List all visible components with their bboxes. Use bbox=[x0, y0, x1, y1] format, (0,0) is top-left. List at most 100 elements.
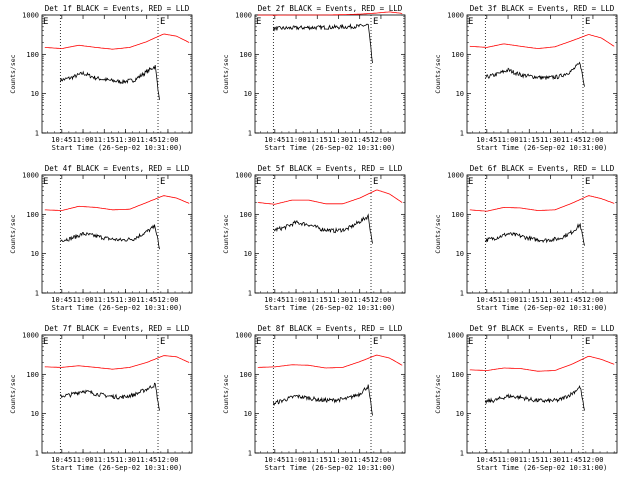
event-marker-label: E bbox=[585, 337, 590, 347]
x-axis-label: Start Time (26-Sep-02 10:31:00) bbox=[265, 464, 396, 472]
x-axis-label: Start Time (26-Sep-02 10:31:00) bbox=[52, 464, 183, 472]
x-tick-label: 11:00 bbox=[285, 296, 306, 304]
x-tick-label: 12:00 bbox=[157, 136, 178, 144]
y-tick-label: 1000 bbox=[447, 332, 464, 340]
panel-det-7: Det 7f BLACK = Events, RED = LLD 1 10 100 10… bbox=[9, 324, 193, 472]
x-tick-label: 11:30 bbox=[115, 456, 136, 464]
panel-det-5: Det 5f BLACK = Events, RED = LLD 1 10 100 10… bbox=[222, 164, 406, 312]
x-tick-label: 11:15 bbox=[94, 456, 115, 464]
event-marker-label: E bbox=[468, 17, 473, 27]
x-tick-label: 11:15 bbox=[519, 136, 540, 144]
plot-frame bbox=[41, 334, 193, 454]
x-tick-label: 11:30 bbox=[328, 456, 349, 464]
x-tick-label: 10:45 bbox=[264, 296, 285, 304]
y-tick-label: 10 bbox=[244, 410, 252, 418]
y-tick-label: 1000 bbox=[22, 332, 39, 340]
x-tick-label: 11:45 bbox=[136, 456, 157, 464]
x-tick-label: 10:45 bbox=[476, 456, 497, 464]
event-marker-label: E bbox=[43, 17, 48, 27]
plot-frame bbox=[466, 334, 618, 454]
panel-det-2: Det 2f BLACK = Events, RED = LLD 1 10 100 10… bbox=[222, 4, 406, 152]
y-tick-label: 1000 bbox=[235, 12, 252, 20]
event-marker-label: E bbox=[585, 17, 590, 27]
y-tick-label: 1 bbox=[460, 290, 464, 298]
y-axis-label: Counts/sec bbox=[9, 374, 17, 413]
event-marker-label: E bbox=[160, 177, 165, 187]
y-tick-label: 100 bbox=[451, 51, 464, 59]
x-tick-label: 12:00 bbox=[582, 456, 603, 464]
events-series-line bbox=[485, 385, 585, 411]
y-axis-label: Counts/sec bbox=[434, 54, 442, 93]
y-tick-label: 100 bbox=[26, 51, 39, 59]
y-tick-label: 1000 bbox=[447, 172, 464, 180]
x-tick-label: 11:15 bbox=[94, 136, 115, 144]
x-tick-label: 11:00 bbox=[285, 136, 306, 144]
y-tick-label: 10 bbox=[244, 90, 252, 98]
plot-frame bbox=[254, 334, 406, 454]
x-tick-label: 12:00 bbox=[370, 456, 391, 464]
y-tick-label: 100 bbox=[26, 211, 39, 219]
panel-title: Det 3f BLACK = Events, RED = LLD bbox=[470, 4, 615, 13]
y-axis-label: Counts/sec bbox=[434, 374, 442, 413]
event-marker-label: E bbox=[256, 17, 261, 27]
x-tick-label: 11:45 bbox=[561, 456, 582, 464]
y-axis-label: Counts/sec bbox=[9, 214, 17, 253]
x-tick-label: 12:00 bbox=[157, 296, 178, 304]
lld-series-line bbox=[44, 195, 190, 211]
lld-series-line bbox=[44, 355, 190, 370]
x-tick-label: 11:45 bbox=[349, 136, 370, 144]
x-tick-label: 11:15 bbox=[307, 456, 328, 464]
lld-series-line bbox=[469, 34, 615, 49]
x-tick-label: 11:00 bbox=[72, 456, 93, 464]
y-tick-label: 1 bbox=[460, 130, 464, 138]
event-marker-label: E bbox=[160, 337, 165, 347]
x-tick-label: 11:45 bbox=[349, 296, 370, 304]
panel-title: Det 6f BLACK = Events, RED = LLD bbox=[470, 164, 615, 173]
x-tick-label: 11:00 bbox=[497, 296, 518, 304]
x-tick-label: 11:30 bbox=[540, 296, 561, 304]
panel-title: Det 2f BLACK = Events, RED = LLD bbox=[258, 4, 403, 13]
y-tick-label: 1000 bbox=[22, 172, 39, 180]
x-axis-label: Start Time (26-Sep-02 10:31:00) bbox=[265, 144, 396, 152]
lld-series-line bbox=[469, 355, 615, 372]
x-tick-label: 11:30 bbox=[540, 136, 561, 144]
x-tick-label: 10:45 bbox=[51, 296, 72, 304]
y-tick-label: 100 bbox=[239, 211, 252, 219]
x-tick-label: 11:45 bbox=[561, 296, 582, 304]
x-tick-label: 11:30 bbox=[115, 136, 136, 144]
y-tick-label: 1000 bbox=[235, 172, 252, 180]
plot-frame bbox=[466, 14, 618, 134]
panel-det-6: Det 6f BLACK = Events, RED = LLD 1 10 100 10… bbox=[434, 164, 618, 312]
x-tick-label: 10:45 bbox=[264, 456, 285, 464]
panel-title: Det 9f BLACK = Events, RED = LLD bbox=[470, 324, 615, 333]
x-axis-label: Start Time (26-Sep-02 10:31:00) bbox=[52, 304, 183, 312]
y-axis-label: Counts/sec bbox=[222, 374, 230, 413]
x-tick-label: 11:15 bbox=[519, 456, 540, 464]
plot-frame bbox=[41, 174, 193, 294]
y-tick-label: 1 bbox=[460, 450, 464, 458]
panel-title: Det 4f BLACK = Events, RED = LLD bbox=[45, 164, 190, 173]
y-tick-label: 10 bbox=[456, 250, 464, 258]
y-axis-label: Counts/sec bbox=[9, 54, 17, 93]
events-series-line bbox=[60, 382, 160, 411]
x-tick-label: 11:15 bbox=[94, 296, 115, 304]
x-tick-label: 10:45 bbox=[51, 136, 72, 144]
y-axis-label: Counts/sec bbox=[434, 214, 442, 253]
panel-det-4: Det 4f BLACK = Events, RED = LLD 1 10 100 10… bbox=[9, 164, 193, 312]
x-tick-label: 12:00 bbox=[370, 296, 391, 304]
y-tick-label: 10 bbox=[456, 410, 464, 418]
x-axis-label: Start Time (26-Sep-02 10:31:00) bbox=[265, 304, 396, 312]
y-tick-label: 1000 bbox=[22, 12, 39, 20]
y-tick-label: 10 bbox=[31, 90, 39, 98]
lld-series-line bbox=[257, 189, 403, 205]
x-tick-label: 12:00 bbox=[582, 136, 603, 144]
event-marker-label: E bbox=[468, 337, 473, 347]
y-tick-label: 1 bbox=[35, 450, 39, 458]
y-tick-label: 100 bbox=[239, 371, 252, 379]
x-tick-label: 10:45 bbox=[264, 136, 285, 144]
y-tick-label: 10 bbox=[244, 250, 252, 258]
panel-title: Det 1f BLACK = Events, RED = LLD bbox=[45, 4, 190, 13]
y-tick-label: 1 bbox=[248, 130, 252, 138]
panel-det-8: Det 8f BLACK = Events, RED = LLD 1 10 100 10… bbox=[222, 324, 406, 472]
